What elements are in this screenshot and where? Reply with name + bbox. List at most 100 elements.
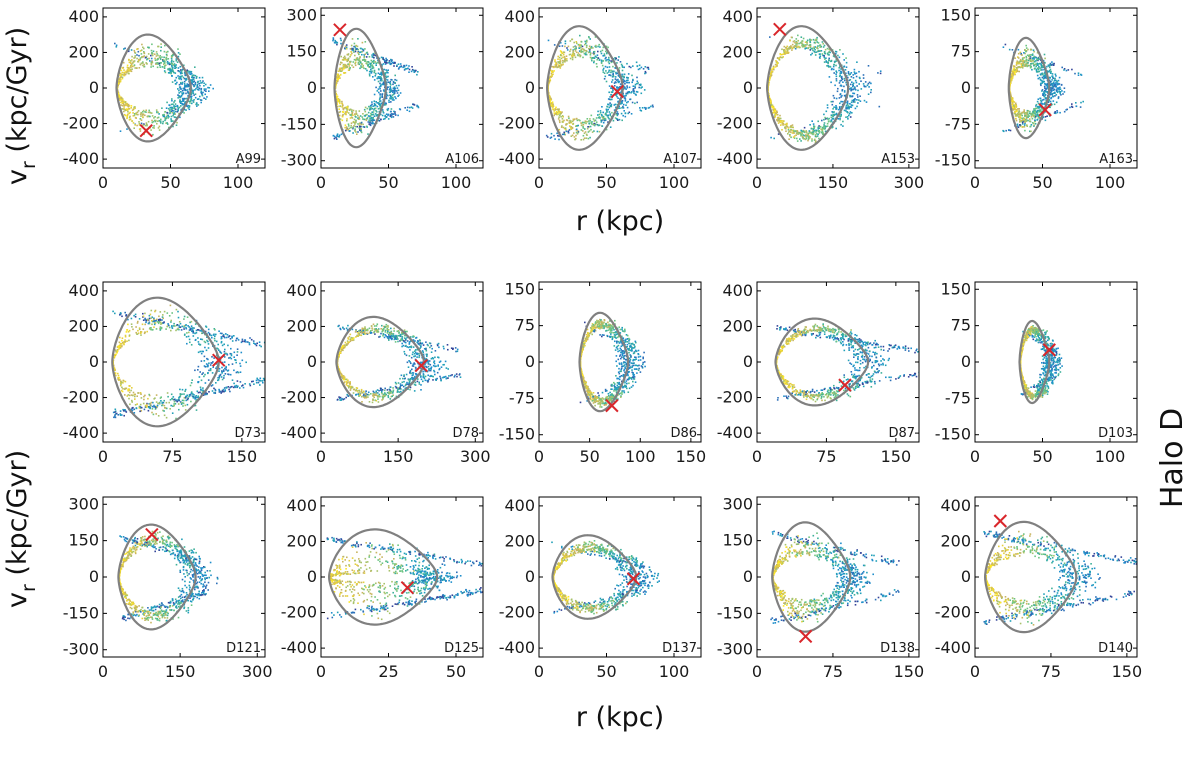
particle xyxy=(549,101,551,103)
particle xyxy=(188,106,191,108)
particle xyxy=(1033,50,1035,53)
particle xyxy=(605,50,607,53)
particle xyxy=(143,47,145,50)
particle xyxy=(368,56,371,58)
particle xyxy=(859,100,862,102)
particle xyxy=(579,43,581,46)
particle xyxy=(810,131,813,134)
particle xyxy=(1019,120,1021,123)
particle xyxy=(776,64,778,66)
particle xyxy=(786,45,788,48)
particle xyxy=(1080,74,1083,76)
particle xyxy=(786,122,788,125)
particle xyxy=(159,64,161,67)
particle xyxy=(799,46,801,49)
particle xyxy=(120,383,122,385)
particle xyxy=(1043,93,1046,95)
particle xyxy=(379,100,382,102)
particle xyxy=(360,47,362,50)
particle xyxy=(840,72,842,74)
particle xyxy=(183,97,186,100)
particle xyxy=(615,57,617,60)
particle xyxy=(847,72,850,75)
particle xyxy=(357,58,359,61)
particle xyxy=(782,122,784,125)
particle xyxy=(1019,116,1021,119)
particle xyxy=(119,384,122,387)
particle xyxy=(168,72,171,74)
particle xyxy=(781,121,784,124)
particle xyxy=(359,129,361,131)
particle xyxy=(357,48,359,51)
particle xyxy=(362,123,364,126)
particle xyxy=(1036,74,1039,77)
particle xyxy=(233,369,235,372)
particle xyxy=(616,88,618,90)
particle xyxy=(562,63,564,66)
particle xyxy=(1015,114,1017,116)
particle xyxy=(553,44,556,46)
particle xyxy=(827,62,829,65)
particle xyxy=(379,87,381,90)
particle xyxy=(185,109,187,111)
particle xyxy=(1013,65,1016,68)
particle xyxy=(577,54,580,57)
particle xyxy=(144,114,146,117)
particle xyxy=(817,133,819,136)
particle xyxy=(190,79,192,81)
particle xyxy=(394,113,396,115)
particle xyxy=(850,88,853,91)
particle xyxy=(822,133,824,136)
particle xyxy=(145,321,147,324)
particle xyxy=(152,50,155,53)
particle xyxy=(799,42,802,44)
particle xyxy=(617,119,619,121)
particle xyxy=(841,89,844,91)
particle xyxy=(556,113,559,115)
particle xyxy=(195,102,198,104)
particle xyxy=(191,102,193,105)
particle xyxy=(610,105,613,108)
particle xyxy=(179,96,182,99)
particle xyxy=(797,133,799,135)
particle xyxy=(353,121,356,124)
particle xyxy=(386,62,388,64)
particle xyxy=(158,119,161,122)
particle xyxy=(171,412,174,414)
panel-label: A153 xyxy=(881,152,915,167)
current-position-marker xyxy=(333,23,347,37)
particle xyxy=(138,54,140,57)
particle xyxy=(371,54,373,56)
particle xyxy=(190,325,193,327)
axes-frame xyxy=(320,7,484,169)
particle xyxy=(1036,113,1039,116)
particle xyxy=(1049,71,1052,74)
particle xyxy=(1047,83,1049,85)
particle xyxy=(163,70,166,72)
particle xyxy=(1052,87,1054,90)
particle xyxy=(365,125,368,128)
particle xyxy=(597,116,600,119)
particle xyxy=(342,56,345,59)
particle xyxy=(128,112,131,115)
particle xyxy=(360,65,362,67)
particle xyxy=(613,82,616,84)
particle xyxy=(841,89,843,92)
particle xyxy=(166,115,168,118)
particle xyxy=(1040,82,1042,85)
particle xyxy=(355,112,357,114)
particle xyxy=(179,326,182,328)
particle xyxy=(554,108,556,110)
particle xyxy=(1031,62,1033,65)
particle xyxy=(838,69,840,72)
particle xyxy=(586,39,588,42)
particle xyxy=(148,57,150,60)
particle xyxy=(371,103,373,106)
particle xyxy=(1017,126,1020,129)
particle xyxy=(168,115,170,118)
particle xyxy=(179,65,182,68)
particle xyxy=(379,107,382,109)
particle xyxy=(344,126,346,129)
particle xyxy=(806,43,808,46)
particle xyxy=(1048,79,1051,82)
